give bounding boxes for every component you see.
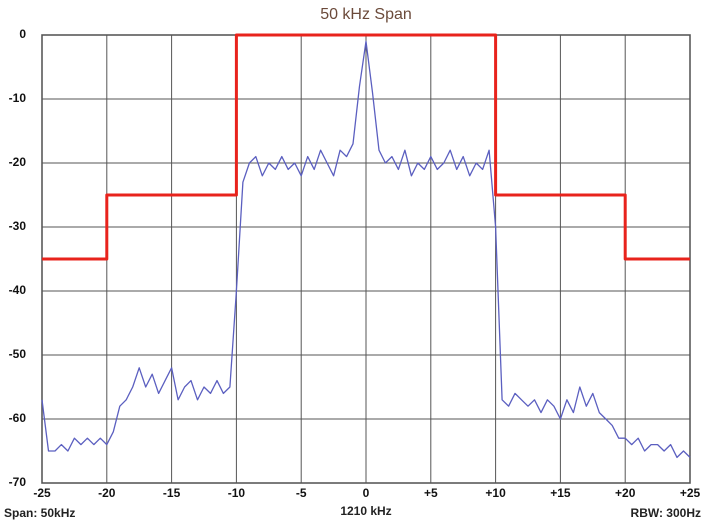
y-tick-label: -60	[9, 411, 27, 425]
series-line	[42, 33, 690, 261]
y-tick-label: -30	[9, 219, 27, 233]
x-tick-label: +15	[550, 486, 571, 500]
x-tick-label: +25	[680, 486, 701, 500]
x-tick-label: -5	[296, 486, 307, 500]
span-label: Span: 50kHz	[4, 506, 75, 520]
x-tick-label: -25	[33, 486, 51, 500]
x-tick-label: +20	[615, 486, 636, 500]
y-tick-label: -50	[9, 347, 27, 361]
series-line	[41, 40, 691, 459]
x-tick-label: 0	[363, 486, 370, 500]
center-label: 1210 kHz	[340, 504, 391, 518]
x-tick-label: -10	[228, 486, 246, 500]
x-tick-label: +10	[485, 486, 506, 500]
y-tick-label: -70	[9, 475, 27, 489]
x-tick-label: -15	[163, 486, 181, 500]
y-tick-label: -40	[9, 283, 27, 297]
x-tick-label: +5	[424, 486, 438, 500]
x-tick-label: -20	[98, 486, 116, 500]
y-tick-label: -10	[9, 91, 27, 105]
y-tick-label: 0	[19, 27, 26, 41]
rbw-label: RBW: 300Hz	[631, 506, 701, 520]
chart-title: 50 kHz Span	[320, 6, 412, 23]
y-tick-label: -20	[9, 155, 27, 169]
